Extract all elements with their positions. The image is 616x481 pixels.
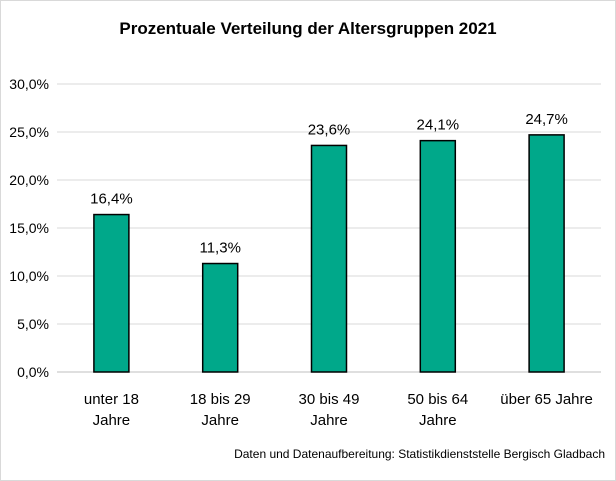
y-tick-label: 30,0% [9,76,49,92]
bar [528,134,565,373]
source-note: Daten und Datenaufbereitung: Statistikdi… [234,447,605,461]
bar [419,139,457,373]
data-label: 24,1% [417,117,460,134]
x-tick-label: unter 18 [84,391,139,408]
bar [93,213,130,373]
x-tick-label: Jahre [93,412,131,429]
y-tick-label: 15,0% [9,220,49,236]
x-tick-label: 30 bis 49 [299,391,360,408]
x-tick-label: 50 bis 64 [407,391,468,408]
data-label: 24,7% [525,111,568,128]
x-tick-label: Jahre [310,412,348,429]
data-label: 11,3% [199,240,240,257]
x-tick-label: Jahre [201,412,239,429]
data-label: 23,6% [308,121,351,138]
chart-title: Prozentuale Verteilung der Altersgruppen… [119,19,497,38]
y-tick-label: 10,0% [9,268,49,284]
x-tick-label: 18 bis 29 [190,391,251,408]
bar [201,262,239,373]
y-tick-label: 20,0% [9,172,49,188]
x-tick-label: Jahre [419,412,457,429]
y-tick-label: 0,0% [17,364,49,380]
y-tick-label: 25,0% [9,124,49,140]
bar-chart: 0,0% 5,0% 10,0% 15,0% 20,0% 25,0% 30,0% 16,4% un… [9,76,601,429]
y-tick-label: 5,0% [17,316,49,332]
x-tick-label: über 65 Jahre [500,391,593,408]
data-label: 16,4% [90,191,133,208]
bar [310,144,348,373]
